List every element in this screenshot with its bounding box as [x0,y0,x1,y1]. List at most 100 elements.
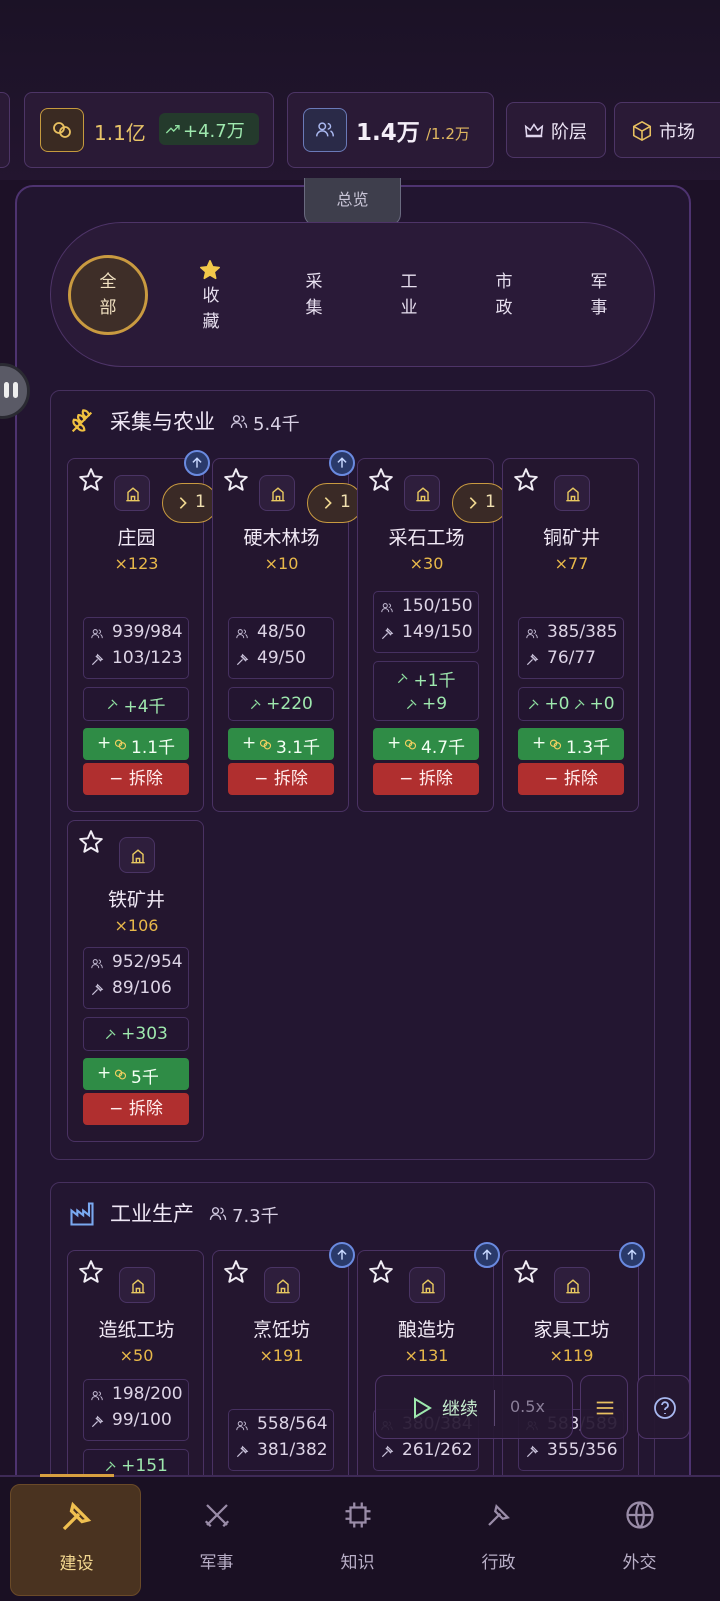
upgrade-level: 1 [485,492,496,512]
speed-label: 0.5x [510,1397,545,1416]
partial-box [0,92,10,168]
build-coin [259,739,272,750]
resume-control[interactable]: 继续 0.5x [375,1375,573,1439]
building-name: 硬木林场 [243,527,320,549]
resume-label: 继续 [442,1399,478,1420]
demolish-button[interactable]: − 拆除 [518,763,624,795]
build-coin [549,739,562,750]
filter-tab[interactable]: 市政 [495,272,513,318]
build-cost: 5千 [131,1068,159,1088]
stats-box: 48/50 49/50 [228,617,334,679]
upgrade-badge[interactable] [184,450,210,476]
output-value: +9 [421,694,448,714]
upgrade-pill[interactable]: 1 [452,483,508,523]
demolish-button[interactable]: − 拆除 [83,763,189,795]
output-icon [106,1029,116,1040]
upgrade-pill[interactable]: 1 [307,483,363,523]
nav-icon [62,1501,92,1531]
stat-icon [236,629,248,639]
upgrade-pill[interactable]: 1 [162,483,218,523]
stat-value: 558/564 [257,1414,328,1434]
output-icon [106,1461,116,1472]
build-button[interactable]: +3.1千 [228,728,334,760]
output-line: +1千 [374,666,478,691]
nav-tab-active[interactable]: 建设 [10,1484,141,1596]
stat-icon [381,627,394,640]
favorite-toggle [79,1260,103,1283]
help-button[interactable] [637,1375,690,1439]
demolish-button[interactable]: − 拆除 [228,763,334,795]
upgrade-level: 1 [340,492,351,512]
favorite-toggle [369,468,393,491]
building-count: ×30 [409,554,444,573]
building-icon-box [554,475,590,511]
building-name: 酿造坊 [397,1319,455,1341]
filter-tab-active[interactable] [68,255,148,335]
filter-tab[interactable]: 全部 [99,272,117,318]
top-button[interactable]: 阶层 [506,102,606,158]
section-icon [70,1202,94,1226]
section-population: 5.4千 [253,414,300,435]
building-icon [131,1279,145,1294]
upgrade-arrow [482,1249,492,1260]
build-button[interactable]: +4.7千 [373,728,479,760]
demolish-button[interactable]: − 拆除 [373,763,479,795]
menu-icon [596,1401,614,1415]
stats-box: 150/150 149/150 [373,591,479,653]
stat-value: 261/262 [402,1440,473,1460]
output-value: +151 [121,1456,168,1476]
stat-icon [236,1421,248,1431]
building-name: 造纸工坊 [98,1319,175,1341]
output-line: +9 [374,692,478,716]
population: 1.4万 [356,120,420,146]
menu-button[interactable] [580,1375,628,1439]
build-button[interactable]: +5千 [83,1058,189,1090]
build-coin [404,739,417,750]
favorite-toggle [514,468,538,491]
stat-value: 150/150 [402,596,473,616]
section-people-icon [209,1207,227,1220]
upgrade-badge[interactable] [329,1242,355,1268]
section-title: 工业生产 [110,1202,194,1226]
overview-tab[interactable]: 总览 [304,178,401,226]
build-button[interactable]: +1.3千 [518,728,624,760]
build-cost: 1.3千 [566,738,611,758]
nav-label: 建设 [59,1554,94,1574]
chevron [324,497,332,509]
stat-icon [91,629,103,639]
top-button-label: 市场 [659,122,695,143]
demolish-button[interactable]: − 拆除 [83,1093,189,1125]
nav-tab[interactable]: 外交 [574,1484,705,1596]
filter-tab[interactable]: 工业 [400,272,418,318]
upgrade-badge[interactable] [329,450,355,476]
filter-tab[interactable]: 收藏 [202,286,220,332]
filter-tab[interactable]: 采集 [305,272,323,318]
stat-value: 198/200 [112,1384,183,1404]
stat-value: 103/123 [112,648,183,668]
building-icon [271,487,285,502]
output-box: +0 +0 [518,687,624,721]
output-icon [398,673,409,684]
top-button[interactable]: 市场 [614,102,720,158]
stat-value: 381/382 [257,1440,328,1460]
building-count: ×10 [264,554,299,573]
nav-tab[interactable]: 行政 [433,1484,564,1596]
output-value: +0 [589,694,615,714]
build-button[interactable]: +1.1千 [83,728,189,760]
section-icon [71,409,93,433]
stat-value: 76/77 [547,648,596,668]
filter-tab[interactable]: 军事 [590,272,608,318]
upgrade-arrow [627,1249,637,1260]
upgrade-badge[interactable] [474,1242,500,1268]
active-indicator [40,1474,114,1477]
building-icon [131,849,145,864]
nav-icon [345,1502,371,1528]
output-box: +4千 [83,687,189,721]
stat-value: 149/150 [402,622,473,642]
building-name: 庄园 [117,527,156,549]
upgrade-badge[interactable] [619,1242,645,1268]
favorite-toggle [79,468,103,491]
nav-icon [204,1504,230,1528]
nav-tab[interactable]: 军事 [151,1484,282,1596]
nav-tab[interactable]: 知识 [292,1484,423,1596]
